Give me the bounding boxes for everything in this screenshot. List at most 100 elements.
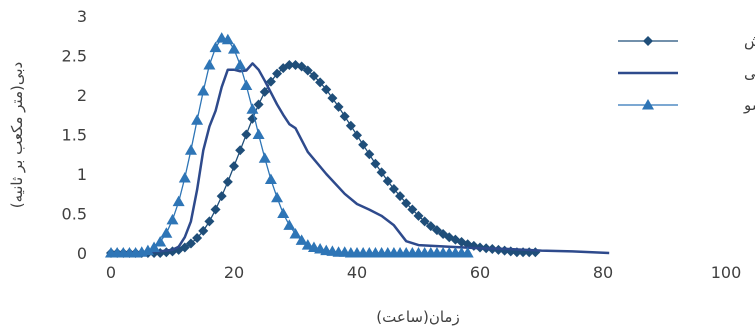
data-point bbox=[258, 152, 271, 163]
data-point bbox=[235, 145, 246, 156]
data-point bbox=[234, 58, 247, 70]
y-axis-title: دبی(متر مکعب بر ثانیه) bbox=[8, 62, 26, 208]
data-point bbox=[179, 242, 190, 253]
data-point bbox=[419, 216, 430, 227]
data-point bbox=[166, 213, 179, 225]
data-point bbox=[148, 241, 161, 252]
data-point bbox=[241, 129, 252, 140]
y-tick-label: 1 bbox=[77, 165, 87, 184]
y-tick-label: 2 bbox=[77, 86, 87, 105]
data-point bbox=[283, 219, 296, 230]
data-point bbox=[247, 113, 258, 124]
data-point bbox=[259, 86, 270, 97]
data-point bbox=[198, 225, 209, 236]
data-point bbox=[216, 191, 227, 202]
legend: نش مشاهداتی روسو bbox=[618, 32, 755, 114]
data-point bbox=[425, 221, 436, 232]
data-point bbox=[191, 114, 204, 125]
plot-area bbox=[105, 32, 610, 258]
data-point bbox=[209, 41, 222, 53]
data-point bbox=[333, 101, 344, 112]
data-point bbox=[461, 247, 474, 258]
data-point bbox=[271, 191, 284, 203]
data-point bbox=[277, 207, 290, 218]
data-point bbox=[401, 198, 412, 209]
data-point bbox=[295, 234, 308, 245]
data-point bbox=[246, 103, 259, 114]
x-tick-label: 80 bbox=[593, 263, 613, 282]
data-point bbox=[222, 176, 233, 187]
legend-item: نش bbox=[618, 32, 755, 50]
data-point bbox=[252, 128, 265, 139]
data-point bbox=[154, 235, 167, 247]
data-point bbox=[160, 227, 173, 238]
data-point bbox=[272, 68, 283, 79]
legend-item: روسو bbox=[618, 96, 755, 114]
y-tick-label: 3 bbox=[77, 7, 87, 26]
data-point bbox=[321, 84, 332, 95]
data-point bbox=[192, 232, 203, 243]
y-tick-label: 2.5 bbox=[62, 47, 87, 66]
data-point bbox=[221, 33, 234, 45]
data-point bbox=[253, 99, 264, 110]
data-point bbox=[184, 144, 197, 155]
axis-ticks: 0 20 40 60 80 100 0 0.5 1 1.5 2 2.5 3 bbox=[62, 7, 742, 282]
data-point bbox=[376, 167, 387, 178]
x-tick-label: 100 bbox=[711, 263, 742, 282]
legend-label: نش bbox=[744, 32, 755, 50]
legend-marker bbox=[642, 99, 654, 110]
series-line bbox=[110, 62, 610, 255]
data-point bbox=[264, 173, 277, 185]
data-point bbox=[178, 171, 191, 183]
data-point bbox=[358, 139, 369, 150]
y-tick-label: 0.5 bbox=[62, 205, 87, 224]
data-point bbox=[395, 191, 406, 202]
series-3 bbox=[105, 32, 474, 258]
data-point bbox=[327, 93, 338, 104]
data-point bbox=[228, 43, 240, 54]
data-point bbox=[141, 244, 154, 256]
legend-marker bbox=[643, 36, 653, 46]
y-tick-label: 1.5 bbox=[62, 126, 87, 145]
data-point bbox=[172, 195, 185, 207]
series-2 bbox=[110, 62, 610, 255]
x-axis-title: زمان(ساعت) bbox=[376, 308, 459, 326]
data-point bbox=[284, 59, 295, 70]
series-1 bbox=[106, 59, 541, 258]
data-point bbox=[413, 210, 424, 221]
data-point bbox=[388, 184, 399, 195]
data-point bbox=[296, 61, 307, 72]
data-point bbox=[302, 65, 313, 76]
x-tick-label: 20 bbox=[224, 263, 244, 282]
data-point bbox=[431, 225, 442, 236]
y-tick-label: 0 bbox=[77, 244, 87, 263]
data-point bbox=[197, 85, 210, 96]
x-tick-label: 0 bbox=[106, 263, 116, 282]
data-point bbox=[382, 176, 393, 187]
data-point bbox=[339, 111, 350, 122]
series-line bbox=[111, 64, 536, 254]
data-point bbox=[289, 228, 302, 239]
data-point bbox=[352, 130, 362, 141]
x-tick-label: 60 bbox=[470, 263, 490, 282]
x-tick-label: 40 bbox=[347, 263, 367, 282]
data-point bbox=[308, 71, 319, 82]
data-point bbox=[370, 158, 381, 169]
data-point bbox=[364, 149, 375, 160]
data-point bbox=[240, 79, 253, 91]
data-point bbox=[203, 58, 216, 70]
data-point bbox=[210, 204, 221, 215]
data-point bbox=[185, 238, 196, 249]
data-point bbox=[345, 120, 356, 131]
data-point bbox=[301, 239, 314, 250]
data-point bbox=[315, 77, 326, 88]
legend-label: روسو bbox=[743, 96, 755, 114]
legend-item: مشاهداتی bbox=[618, 64, 755, 82]
data-point bbox=[530, 247, 541, 258]
data-point bbox=[407, 204, 418, 215]
data-point bbox=[265, 76, 276, 87]
data-point bbox=[204, 216, 215, 227]
data-point bbox=[229, 161, 239, 172]
legend-label: مشاهداتی bbox=[744, 64, 755, 82]
